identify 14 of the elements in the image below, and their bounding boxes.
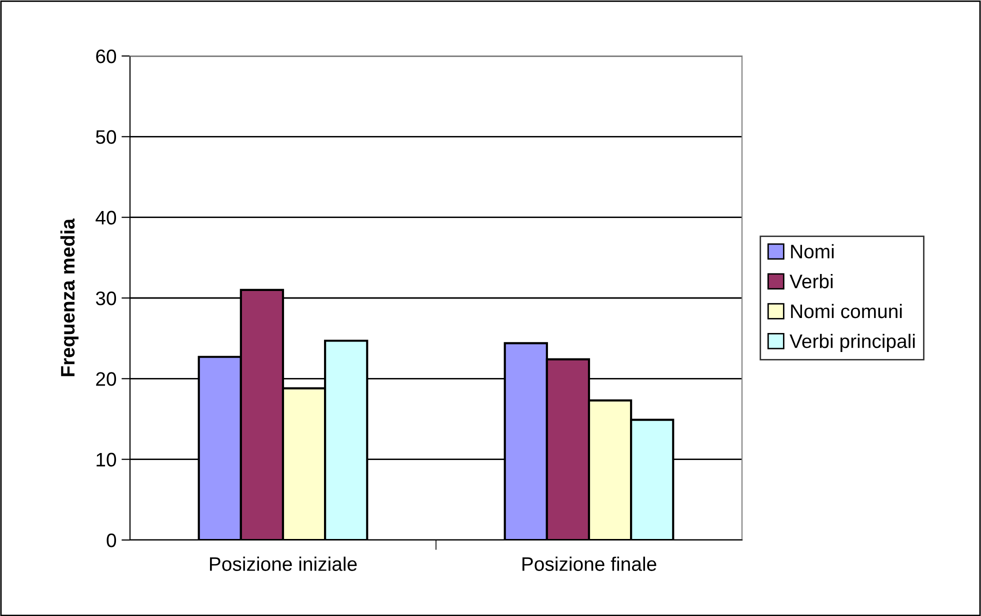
legend-label: Verbi [790, 274, 833, 288]
legend-label: Nomi comuni [791, 304, 902, 318]
y-tick-label: 40 [96, 210, 116, 225]
y-tick-label: 30 [96, 291, 116, 306]
y-tick-label: 10 [96, 452, 116, 467]
x-tick-label: Posizione finale [522, 556, 656, 571]
x-tick-label: Posizione iniziale [210, 556, 357, 571]
y-tick-label: 50 [96, 130, 116, 144]
legend-label: Nomi [791, 244, 834, 258]
legend-label: Verbi principali [790, 334, 915, 352]
y-tick-label: 60 [96, 49, 116, 64]
y-tick-label: 20 [96, 372, 116, 386]
y-axis-title: Frequenza media [60, 218, 79, 376]
y-tick-label: 0 [106, 533, 116, 548]
